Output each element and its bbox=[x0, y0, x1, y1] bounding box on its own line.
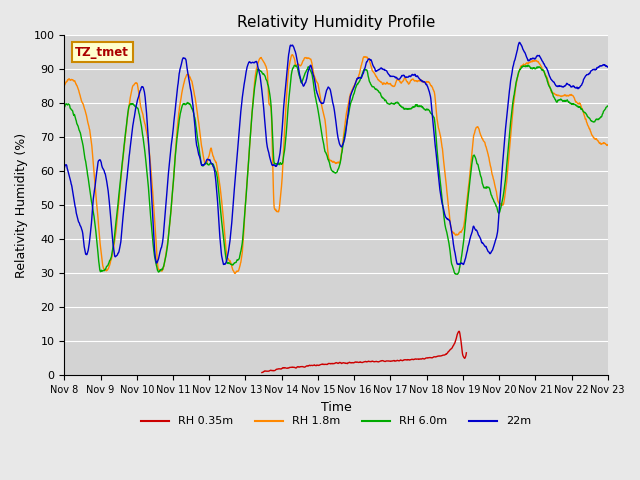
Line: RH 1.8m: RH 1.8m bbox=[64, 55, 608, 273]
RH 1.8m bbox=[303, 55, 310, 61]
Text: TZ_tmet: TZ_tmet bbox=[75, 46, 129, 59]
RH 6.0m bbox=[291, 62, 299, 68]
RH 0.35m bbox=[370, 359, 378, 364]
Title: Relativity Humidity Profile: Relativity Humidity Profile bbox=[237, 15, 435, 30]
RH 1.8m bbox=[289, 52, 296, 58]
RH 6.0m bbox=[604, 103, 612, 109]
RH 6.0m bbox=[370, 84, 378, 90]
X-axis label: Time: Time bbox=[321, 400, 351, 413]
22m bbox=[125, 161, 132, 167]
RH 1.8m bbox=[60, 83, 68, 89]
RH 0.35m bbox=[291, 364, 299, 370]
22m bbox=[604, 64, 612, 70]
Line: RH 6.0m: RH 6.0m bbox=[64, 65, 608, 275]
RH 1.8m bbox=[604, 142, 612, 148]
RH 0.35m bbox=[302, 363, 310, 369]
RH 1.8m bbox=[125, 107, 132, 112]
RH 0.35m bbox=[312, 363, 320, 369]
Legend: RH 0.35m, RH 1.8m, RH 6.0m, 22m: RH 0.35m, RH 1.8m, RH 6.0m, 22m bbox=[136, 412, 536, 431]
22m bbox=[370, 63, 378, 69]
RH 6.0m bbox=[453, 272, 461, 277]
RH 1.8m bbox=[313, 79, 321, 84]
RH 6.0m bbox=[60, 105, 68, 110]
Line: 22m: 22m bbox=[64, 42, 608, 264]
RH 6.0m bbox=[302, 69, 310, 74]
22m bbox=[302, 78, 310, 84]
22m bbox=[102, 177, 110, 182]
RH 1.8m bbox=[102, 268, 110, 274]
22m bbox=[515, 39, 523, 45]
RH 6.0m bbox=[102, 264, 110, 270]
Y-axis label: Relativity Humidity (%): Relativity Humidity (%) bbox=[15, 132, 28, 278]
RH 6.0m bbox=[125, 106, 132, 112]
22m bbox=[291, 48, 299, 54]
Line: RH 0.35m: RH 0.35m bbox=[262, 331, 467, 372]
RH 6.0m bbox=[524, 62, 532, 68]
RH 1.8m bbox=[371, 70, 378, 76]
22m bbox=[460, 262, 467, 267]
22m bbox=[60, 165, 68, 171]
22m bbox=[312, 85, 320, 91]
RH 1.8m bbox=[292, 62, 300, 68]
RH 6.0m bbox=[312, 96, 320, 102]
RH 1.8m bbox=[231, 270, 239, 276]
